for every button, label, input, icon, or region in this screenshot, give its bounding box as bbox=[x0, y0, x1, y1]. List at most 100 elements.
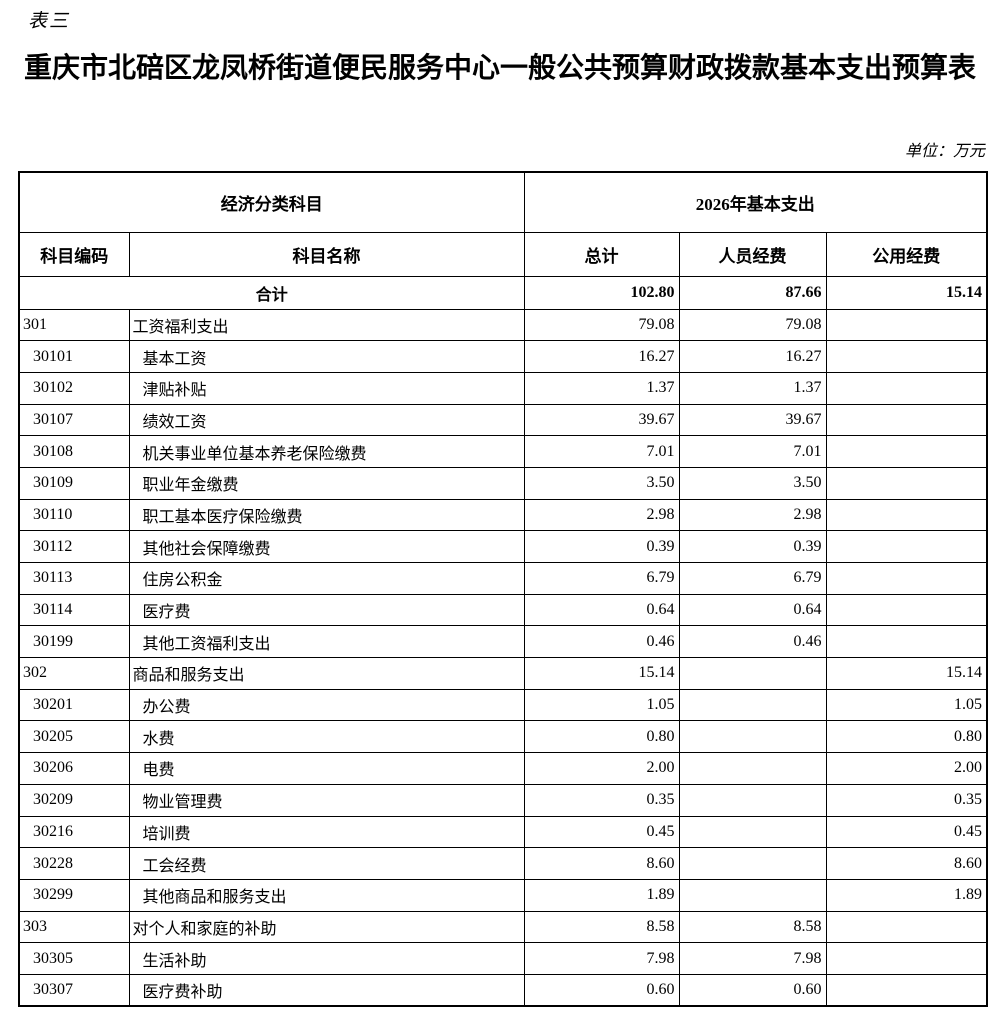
table-row: 30228 工会经费 8.60 8.60 bbox=[18, 847, 988, 880]
personnel-value-cell: 0.39 bbox=[678, 530, 827, 563]
public-value-cell: 8.60 bbox=[825, 847, 988, 880]
total-row: 合计 102.80 87.66 15.14 bbox=[18, 275, 988, 310]
personnel-value-cell: 0.46 bbox=[678, 625, 827, 659]
public-value-cell: 15.14 bbox=[825, 657, 988, 690]
total-value-cell: 0.35 bbox=[523, 783, 680, 817]
personnel-value-cell bbox=[678, 720, 827, 754]
subject-code-cell: 30228 bbox=[18, 847, 130, 880]
subject-code-cell: 30209 bbox=[18, 783, 130, 817]
public-value-cell bbox=[825, 435, 988, 468]
table-row: 30108 机关事业单位基本养老保险缴费 7.01 7.01 bbox=[18, 435, 988, 468]
total-value-cell: 7.01 bbox=[523, 435, 680, 468]
public-value-cell: 0.35 bbox=[825, 783, 988, 817]
subject-code-cell: 30201 bbox=[18, 688, 130, 722]
subject-name-cell: 其他工资福利支出 bbox=[128, 625, 525, 659]
subject-code-cell: 30101 bbox=[18, 340, 130, 373]
total-value-cell: 2.98 bbox=[523, 498, 680, 532]
table-row: 30113 住房公积金 6.79 6.79 bbox=[18, 562, 988, 595]
subject-name-cell: 其他社会保障缴费 bbox=[128, 530, 525, 563]
subject-name-cell: 其他商品和服务支出 bbox=[128, 878, 525, 912]
table-row: 30107 绩效工资 39.67 39.67 bbox=[18, 403, 988, 437]
subject-name-cell: 职业年金缴费 bbox=[128, 466, 525, 500]
personnel-value-cell bbox=[678, 688, 827, 722]
personnel-value-cell bbox=[678, 783, 827, 817]
subject-name-cell: 医疗费 bbox=[128, 593, 525, 627]
subject-code-cell: 30199 bbox=[18, 625, 130, 659]
subject-code-cell: 30107 bbox=[18, 403, 130, 437]
total-value-cell: 6.79 bbox=[523, 562, 680, 595]
subject-code-cell: 30109 bbox=[18, 466, 130, 500]
total-value-cell: 1.05 bbox=[523, 688, 680, 722]
budget-table: 经济分类科目 2026年基本支出 科目编码 科目名称 总计 人员经费 公用经费 … bbox=[18, 171, 989, 1008]
personnel-value-cell: 7.01 bbox=[678, 435, 827, 468]
total-value-cell: 1.89 bbox=[523, 878, 680, 912]
total-value-cell: 8.60 bbox=[523, 847, 680, 880]
total-value-cell: 2.00 bbox=[523, 752, 680, 785]
personnel-value-cell bbox=[678, 657, 827, 690]
public-value-cell bbox=[825, 466, 988, 500]
total-value-cell: 3.50 bbox=[523, 466, 680, 500]
table-row: 30102 津贴补贴 1.37 1.37 bbox=[18, 371, 988, 405]
subject-name-cell: 医疗费补助 bbox=[128, 973, 525, 1007]
subject-code-cell: 30102 bbox=[18, 371, 130, 405]
subject-code-cell: 30113 bbox=[18, 562, 130, 595]
subject-code-cell: 303 bbox=[18, 910, 130, 944]
personnel-value-cell bbox=[678, 847, 827, 880]
personnel-value-cell: 3.50 bbox=[678, 466, 827, 500]
total-value-cell: 0.45 bbox=[523, 815, 680, 849]
table-row: 30199 其他工资福利支出 0.46 0.46 bbox=[18, 625, 988, 659]
total-label-cell: 合计 bbox=[18, 275, 525, 310]
public-value-cell bbox=[825, 973, 988, 1007]
subject-code-cell: 30110 bbox=[18, 498, 130, 532]
table-row: 30206 电费 2.00 2.00 bbox=[18, 752, 988, 785]
subject-name-cell: 水费 bbox=[128, 720, 525, 754]
total-value-cell: 0.39 bbox=[523, 530, 680, 563]
subject-name-cell: 办公费 bbox=[128, 688, 525, 722]
table-row: 30112 其他社会保障缴费 0.39 0.39 bbox=[18, 530, 988, 563]
total-public-cell: 15.14 bbox=[825, 275, 988, 310]
header-columns-row: 科目编码 科目名称 总计 人员经费 公用经费 bbox=[18, 231, 988, 277]
public-value-cell: 0.45 bbox=[825, 815, 988, 849]
subject-code-cell: 30299 bbox=[18, 878, 130, 912]
personnel-value-cell: 39.67 bbox=[678, 403, 827, 437]
total-value-cell: 7.98 bbox=[523, 942, 680, 975]
public-value-cell: 0.80 bbox=[825, 720, 988, 754]
subject-code-cell: 30205 bbox=[18, 720, 130, 754]
table-row: 30205 水费 0.80 0.80 bbox=[18, 720, 988, 754]
public-value-cell bbox=[825, 403, 988, 437]
unit-note: 单位：万元 bbox=[904, 143, 985, 160]
header-personnel-expense: 人员经费 bbox=[678, 231, 827, 277]
subject-name-cell: 机关事业单位基本养老保险缴费 bbox=[128, 435, 525, 468]
personnel-value-cell: 2.98 bbox=[678, 498, 827, 532]
table-row: 30109 职业年金缴费 3.50 3.50 bbox=[18, 466, 988, 500]
header-public-expense: 公用经费 bbox=[825, 231, 988, 277]
public-value-cell bbox=[825, 371, 988, 405]
total-value-cell: 8.58 bbox=[523, 910, 680, 944]
subject-code-cell: 30305 bbox=[18, 942, 130, 975]
table-row: 30209 物业管理费 0.35 0.35 bbox=[18, 783, 988, 817]
header-economic-classification: 经济分类科目 bbox=[18, 171, 525, 233]
table-body: 合计 102.80 87.66 15.14 301 工资福利支出 79.08 79.0… bbox=[18, 275, 988, 1007]
personnel-value-cell: 16.27 bbox=[678, 340, 827, 373]
subject-code-cell: 302 bbox=[18, 657, 130, 690]
subject-code-cell: 30114 bbox=[18, 593, 130, 627]
public-value-cell: 2.00 bbox=[825, 752, 988, 785]
personnel-value-cell: 1.37 bbox=[678, 371, 827, 405]
table-header: 经济分类科目 2026年基本支出 科目编码 科目名称 总计 人员经费 公用经费 bbox=[18, 171, 988, 277]
header-year-basic-expenditure: 2026年基本支出 bbox=[523, 171, 988, 233]
subject-name-cell: 工资福利支出 bbox=[128, 308, 525, 342]
total-value-cell: 0.80 bbox=[523, 720, 680, 754]
subject-name-cell: 工会经费 bbox=[128, 847, 525, 880]
subject-code-cell: 301 bbox=[18, 308, 130, 342]
subject-code-cell: 30307 bbox=[18, 973, 130, 1007]
total-value-cell: 0.60 bbox=[523, 973, 680, 1007]
total-value-cell: 79.08 bbox=[523, 308, 680, 342]
personnel-value-cell: 6.79 bbox=[678, 562, 827, 595]
total-value-cell: 39.67 bbox=[523, 403, 680, 437]
total-value-cell: 0.64 bbox=[523, 593, 680, 627]
public-value-cell: 1.89 bbox=[825, 878, 988, 912]
subject-name-cell: 商品和服务支出 bbox=[128, 657, 525, 690]
subject-name-cell: 电费 bbox=[128, 752, 525, 785]
public-value-cell bbox=[825, 530, 988, 563]
subject-name-cell: 物业管理费 bbox=[128, 783, 525, 817]
